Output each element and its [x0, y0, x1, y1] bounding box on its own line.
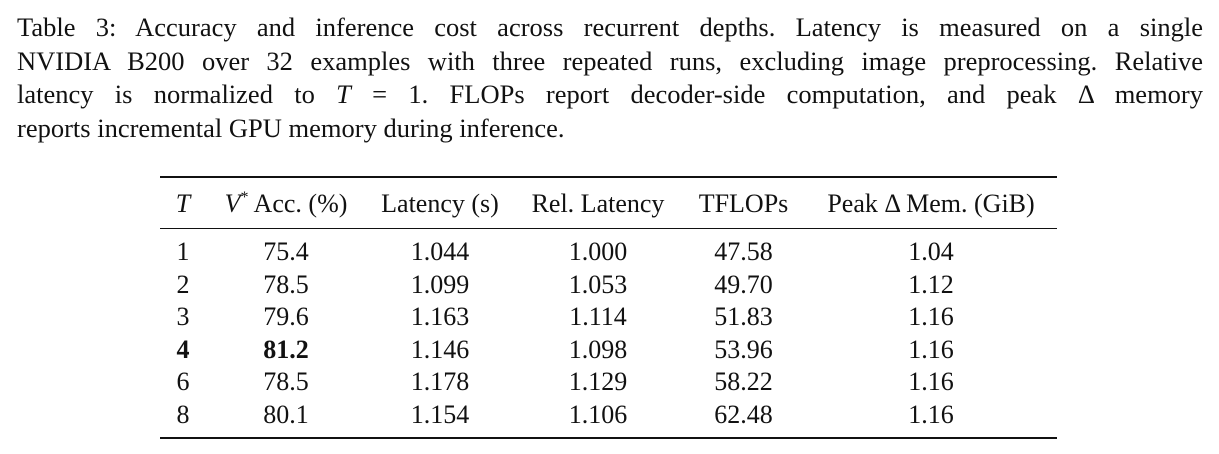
- cell-rel-latency: 1.129: [568, 367, 628, 397]
- cell-rel-latency: 1.053: [568, 269, 628, 299]
- cell-accuracy: 78.5: [263, 269, 309, 299]
- cell-peak-mem: 1.16: [908, 367, 954, 397]
- cell-latency: 1.163: [410, 302, 470, 332]
- table-body: 1 75.4 1.044 1.000 47.58 1.04 2 78.5 1.099 1.053 4…: [160, 229, 1057, 438]
- cell-t: 4: [176, 334, 190, 364]
- results-table-container: T V* Acc. (%) Latency (s) Rel. Latency T…: [160, 176, 1057, 439]
- table-row: 6 78.5 1.178 1.129 58.22 1.16: [160, 366, 1057, 399]
- cell-tflops: 58.22: [714, 367, 773, 397]
- cell-t: 6: [176, 367, 190, 397]
- caption-line-1: Table 3: Accuracy and inference cost acr…: [17, 12, 1203, 42]
- cell-latency: 1.099: [410, 269, 470, 299]
- cell-rel-latency: 1.098: [568, 334, 628, 364]
- cell-tflops: 47.58: [714, 237, 773, 267]
- cell-t: 3: [176, 302, 190, 332]
- table-header-row: T V* Acc. (%) Latency (s) Rel. Latency T…: [160, 177, 1057, 229]
- cell-tflops: 53.96: [714, 334, 773, 364]
- caption-line-3-eq: = 1.: [350, 79, 429, 109]
- cell-latency: 1.146: [410, 334, 470, 364]
- cell-t: 1: [176, 237, 190, 267]
- cell-t: 2: [176, 269, 190, 299]
- cell-accuracy: 78.5: [263, 367, 309, 397]
- caption-line-3: latency is normalized to T = 1. FLOPs re…: [17, 78, 1203, 112]
- table-row: 8 80.1 1.154 1.106 62.48 1.16: [160, 399, 1057, 438]
- cell-t: 8: [176, 399, 190, 429]
- cell-rel-latency: 1.114: [569, 302, 627, 332]
- header-rel-latency: Rel. Latency: [531, 189, 665, 218]
- header-accuracy: V* Acc. (%): [206, 177, 366, 229]
- header-peak-mem: Peak Δ Mem. (GiB): [827, 189, 1035, 218]
- caption-line-4: reports incremental GPU memory during in…: [17, 112, 565, 143]
- table-row: 3 79.6 1.163 1.114 51.83 1.16: [160, 301, 1057, 334]
- header-latency: Latency (s): [381, 189, 499, 218]
- header-acc-rest: Acc. (%): [248, 189, 348, 218]
- cell-latency: 1.154: [410, 399, 470, 429]
- table-row: 4 81.2 1.146 1.098 53.96 1.16: [160, 334, 1057, 367]
- table-caption: Table 3: Accuracy and inference cost acr…: [17, 11, 1203, 145]
- cell-tflops: 49.70: [714, 269, 773, 299]
- header-tflops: TFLOPs: [698, 189, 789, 218]
- cell-accuracy: 75.4: [263, 237, 309, 267]
- caption-line-3-post: FLOPs report decoder-side computation, a…: [428, 79, 1204, 109]
- header-acc-sup: *: [240, 189, 249, 206]
- cell-accuracy: 79.6: [263, 302, 309, 332]
- cell-peak-mem: 1.16: [908, 302, 954, 332]
- table-row: 2 78.5 1.099 1.053 49.70 1.12: [160, 269, 1057, 302]
- header-acc-v: V: [224, 189, 241, 218]
- caption-math-t: T: [336, 79, 351, 109]
- cell-latency: 1.044: [410, 237, 470, 267]
- cell-rel-latency: 1.106: [568, 399, 628, 429]
- results-table: T V* Acc. (%) Latency (s) Rel. Latency T…: [160, 176, 1057, 439]
- cell-accuracy: 81.2: [263, 334, 309, 364]
- cell-accuracy: 80.1: [263, 399, 309, 429]
- table-row: 1 75.4 1.044 1.000 47.58 1.04: [160, 229, 1057, 269]
- cell-peak-mem: 1.16: [908, 399, 954, 429]
- cell-rel-latency: 1.000: [568, 237, 628, 267]
- caption-line-3-pre: latency is normalized to: [17, 79, 337, 109]
- cell-peak-mem: 1.12: [908, 269, 954, 299]
- cell-latency: 1.178: [410, 367, 470, 397]
- cell-peak-mem: 1.04: [908, 237, 954, 267]
- caption-line-2: NVIDIA B200 over 32 examples with three …: [17, 45, 1203, 76]
- cell-peak-mem: 1.16: [908, 334, 954, 364]
- cell-tflops: 51.83: [714, 302, 773, 332]
- header-t: T: [175, 189, 191, 218]
- cell-tflops: 62.48: [714, 399, 773, 429]
